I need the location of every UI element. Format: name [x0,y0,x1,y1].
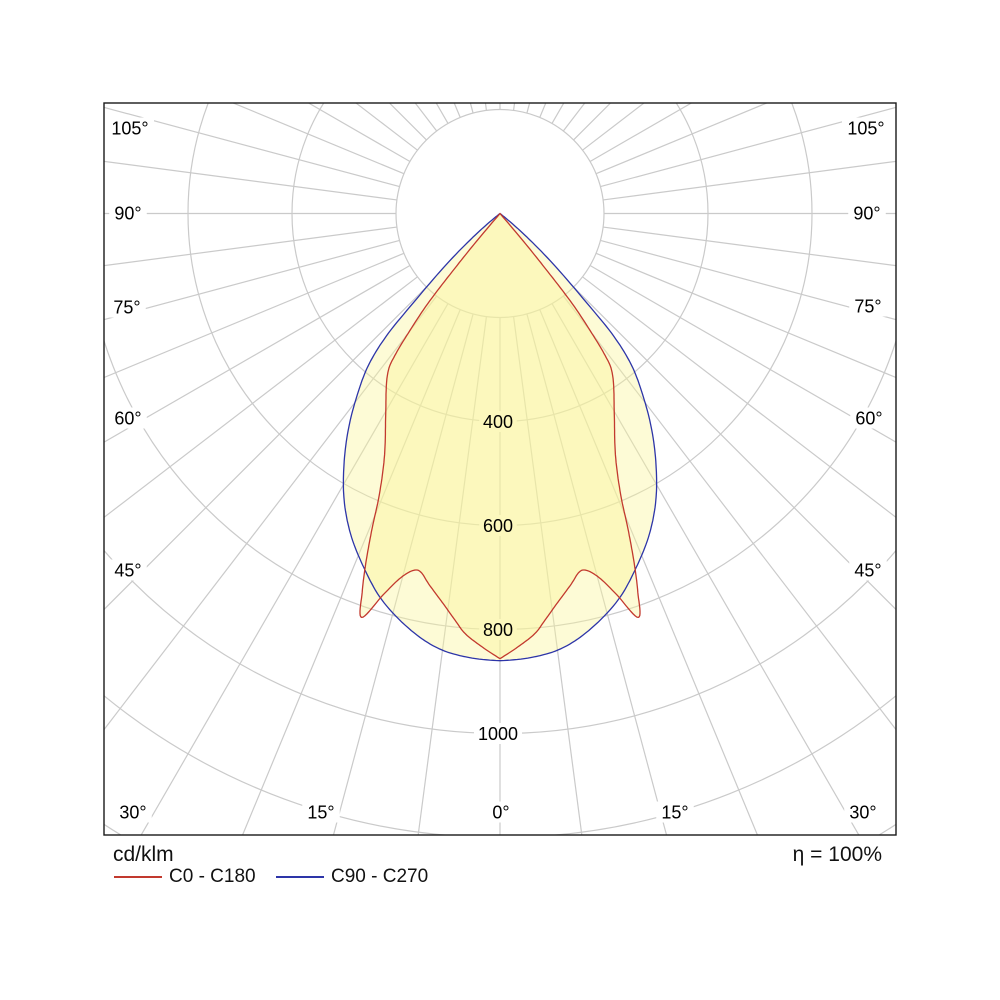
angle-label: 75° [113,298,140,318]
grid-spoke [484,103,488,111]
grid-spoke [104,252,405,379]
grid-spoke [104,295,438,731]
angle-label: 0° [492,803,509,823]
grid-spoke [104,264,411,443]
grid-spoke [512,316,583,835]
grid-spoke [307,103,411,163]
grid-spoke [539,309,759,835]
grid-spoke [603,160,896,201]
grid-spoke [589,264,896,443]
grid-spoke [526,103,531,114]
grid-spoke [573,103,612,141]
grid-spoke [241,309,461,835]
grid-spoke [435,103,449,124]
grid-spoke [595,252,896,379]
grid-spoke [469,103,474,114]
grid-spoke [582,276,896,519]
angle-label: 105° [847,119,884,139]
grid-labels: 400 600 800 1000 105° 90° 75° 60° 45° 30° 15° 0° 15°… [111,119,884,823]
angle-label: 90° [853,204,880,224]
grid-spoke [582,103,645,151]
grid-spoke [140,303,449,835]
curve-line-c90-c270 [342,212,658,662]
legend-item-c90-c270: C90 - C270 [276,866,428,888]
angle-label: 15° [307,803,334,823]
angle-label: 105° [111,119,148,139]
grid-spoke [417,316,488,835]
grid-spoke [231,103,405,175]
grid-spoke [414,103,438,132]
grid-spoke [539,103,547,118]
grid-spoke [512,103,516,111]
curve-line-c0-c180 [359,212,641,660]
grid-spoke [104,276,418,519]
grid-spoke [104,286,427,611]
angle-label: 30° [119,803,146,823]
grid-spoke [104,160,397,201]
ring-label-800: 800 [483,620,513,640]
ring-label-1000: 1000 [478,724,518,744]
c90-c270-line-swatch [276,876,324,878]
angle-label: 45° [114,561,141,581]
grid-spoke [600,239,896,321]
grid-spoke [355,103,418,151]
curve-fill-c90-c270 [343,213,657,661]
grid-spoke [589,103,693,163]
ring-label-600: 600 [483,516,513,536]
grid-spoke [562,103,586,132]
grid-spoke [551,303,860,835]
angle-label: 15° [661,803,688,823]
angle-label: 75° [854,297,881,317]
grid-spoke [600,106,896,188]
grid-spoke [595,103,769,175]
angle-label: 60° [114,409,141,429]
grid-spoke [573,286,896,611]
legend-label-c0-c180: C0 - C180 [169,866,256,887]
label-masks [106,117,890,823]
grid-spoke [453,103,461,118]
legend-item-c0-c180: C0 - C180 [114,866,256,888]
legend-label-c90-c270: C90 - C270 [331,866,429,887]
ring-label-400: 400 [483,412,513,432]
unit-label: cd/klm [113,843,174,866]
angle-label: 60° [855,409,882,429]
grid-spoke [104,226,397,267]
c0-c180-line-swatch [114,876,162,878]
plot-border [103,102,897,836]
angle-label: 90° [114,204,141,224]
grid-spoke [562,295,896,731]
grid-spoke [526,313,668,835]
grid-spoke [603,226,896,267]
grid-spoke [104,239,400,321]
efficiency-label: η = 100% [792,843,882,866]
grid-spoke [332,313,474,835]
angle-label: 30° [849,803,876,823]
angle-label: 45° [854,561,881,581]
grid-spoke [388,103,427,141]
grid-spoke [551,103,565,124]
grid-spoke [104,106,400,188]
curve-fill-c0-c180 [360,213,640,659]
